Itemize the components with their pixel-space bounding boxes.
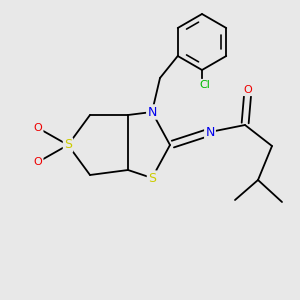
Text: S: S: [64, 139, 72, 152]
Text: S: S: [148, 172, 156, 184]
Text: N: N: [205, 125, 215, 139]
Text: Cl: Cl: [200, 80, 210, 90]
Text: N: N: [147, 106, 157, 118]
Text: O: O: [244, 85, 252, 95]
Text: O: O: [34, 157, 42, 167]
Text: O: O: [34, 123, 42, 133]
